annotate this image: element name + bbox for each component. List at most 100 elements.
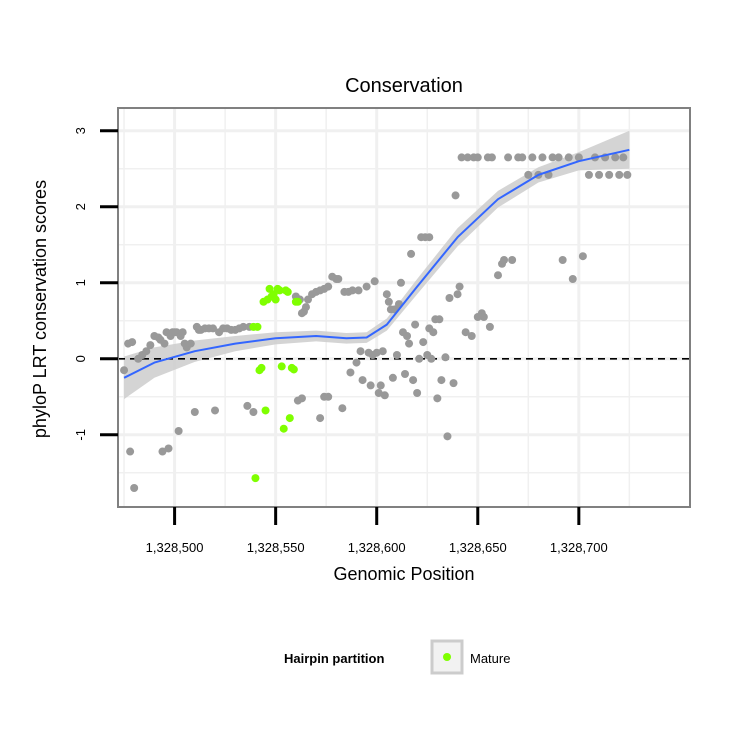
mature-point	[261, 406, 270, 415]
other-point	[384, 297, 393, 306]
other-point	[208, 324, 217, 333]
other-point	[352, 358, 361, 367]
other-point	[164, 444, 173, 453]
other-point	[301, 303, 310, 312]
other-point	[411, 320, 420, 329]
other-point	[619, 153, 628, 162]
other-point	[524, 170, 533, 179]
other-point	[126, 447, 135, 456]
other-point	[463, 153, 472, 162]
other-point	[518, 153, 527, 162]
other-point	[419, 338, 428, 347]
other-point	[528, 153, 537, 162]
other-point	[362, 282, 371, 291]
other-point	[142, 347, 151, 356]
other-point	[457, 153, 466, 162]
other-point	[500, 256, 509, 264]
other-point	[243, 401, 252, 410]
other-point	[479, 313, 488, 321]
other-point	[380, 391, 389, 400]
other-point	[382, 290, 391, 299]
other-point	[441, 353, 450, 362]
other-point	[190, 408, 199, 416]
other-point	[433, 394, 442, 403]
y-tick-label: 1	[73, 279, 88, 286]
other-point	[338, 404, 347, 413]
x-tick-label: 1,328,550	[247, 540, 305, 555]
other-point	[595, 170, 604, 179]
confidence-band	[124, 130, 630, 400]
other-point	[445, 294, 454, 302]
other-point	[128, 338, 137, 347]
other-point	[370, 277, 379, 286]
other-point	[378, 347, 387, 356]
other-point	[324, 392, 333, 401]
other-point	[538, 153, 547, 162]
y-tick-label: -1	[73, 429, 88, 441]
other-point	[548, 153, 557, 162]
other-point	[401, 370, 410, 378]
other-point	[425, 233, 434, 242]
chart-title: Conservation	[345, 75, 463, 97]
smooth-line	[123, 148, 630, 379]
other-point	[473, 313, 482, 321]
other-point	[366, 381, 375, 390]
other-point	[437, 376, 446, 385]
other-point	[473, 153, 482, 162]
other-point	[409, 376, 418, 385]
mature-point	[279, 424, 288, 433]
mature-point	[251, 474, 260, 483]
mature-point	[275, 286, 284, 295]
other-point	[186, 339, 195, 348]
other-point	[504, 153, 513, 162]
other-point	[611, 153, 620, 162]
other-point	[388, 373, 397, 382]
other-point	[120, 366, 129, 375]
legend-title: Hairpin partition	[284, 651, 384, 666]
mature-point	[271, 295, 280, 304]
other-point	[316, 414, 325, 423]
other-point	[413, 389, 422, 397]
other-point	[558, 256, 567, 264]
legend-label-mature: Mature	[470, 651, 510, 666]
other-point	[615, 170, 624, 179]
other-point	[415, 354, 424, 363]
mature-point	[277, 362, 286, 371]
x-tick-label: 1,328,500	[146, 540, 204, 555]
mature-point	[289, 365, 298, 374]
other-point	[554, 153, 563, 162]
other-point	[425, 324, 434, 333]
other-point	[455, 282, 464, 291]
other-point	[392, 351, 401, 359]
other-point	[239, 322, 248, 331]
panel-border	[117, 107, 691, 508]
mature-point	[283, 287, 292, 296]
other-point	[297, 394, 306, 403]
other-point	[374, 389, 383, 397]
other-point	[449, 379, 458, 388]
y-tick-label: 0	[73, 355, 88, 362]
other-point	[461, 328, 470, 337]
other-point	[130, 484, 139, 492]
mature-point	[257, 363, 266, 372]
other-point	[158, 447, 167, 456]
legend: Hairpin partition Mature	[284, 639, 510, 675]
other-point	[405, 339, 414, 348]
other-point	[407, 249, 416, 258]
mature-point	[253, 322, 262, 331]
other-point	[178, 328, 187, 337]
other-point	[348, 286, 357, 295]
other-point	[346, 368, 355, 377]
other-point	[160, 339, 169, 348]
y-tick-label: 3	[73, 127, 88, 134]
other-point	[508, 256, 517, 264]
x-tick-label: 1,328,700	[550, 540, 608, 555]
confidence-band-layer	[124, 130, 630, 400]
other-point	[356, 347, 365, 356]
other-point	[146, 341, 155, 350]
other-point	[324, 282, 333, 291]
other-point	[376, 381, 385, 390]
other-point	[485, 322, 494, 331]
other-point	[435, 315, 444, 324]
x-tick-label: 1,328,650	[449, 540, 507, 555]
